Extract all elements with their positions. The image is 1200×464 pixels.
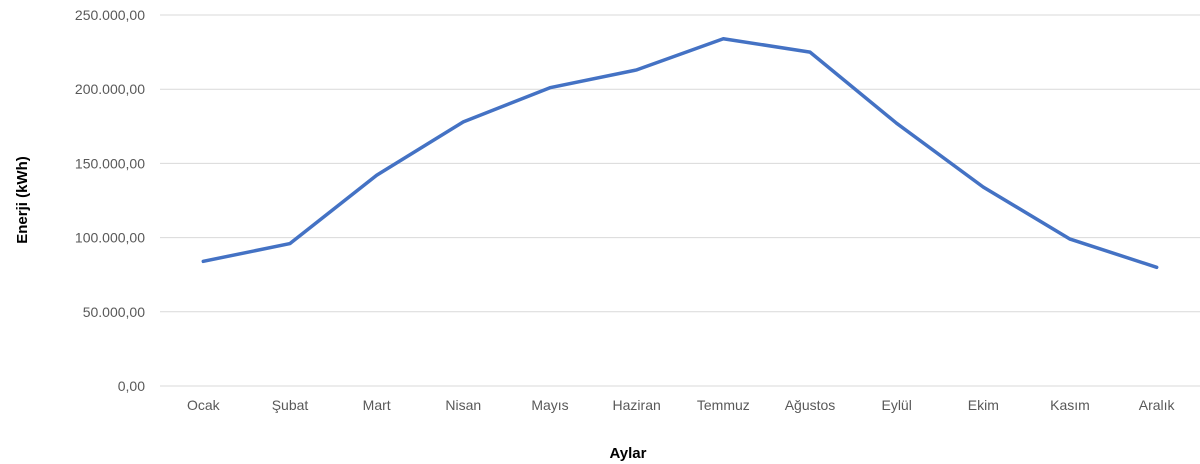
x-tick-label: Kasım [1050,397,1090,413]
data-point [1068,237,1072,241]
y-tick-label: 0,00 [118,378,145,394]
x-axis-ticks: Ocak Şubat Mart Nisan Mayıs Haziran Temmuz Ağus… [187,397,1176,413]
data-point [288,242,292,246]
series-layer [201,36,1159,270]
data-point [375,173,379,177]
x-tick-label: Nisan [445,397,481,413]
x-tick-label: Haziran [613,397,661,413]
y-tick-label: 50.000,00 [83,304,145,320]
y-axis-ticks: 0,00 50.000,00 100.000,00 150.000,00 200.000… [75,7,145,394]
x-tick-label: Mayıs [531,397,568,413]
y-tick-label: 200.000,00 [75,81,145,97]
x-tick-label: Eylül [881,397,911,413]
y-tick-label: 150.000,00 [75,155,145,171]
y-tick-label: 250.000,00 [75,7,145,23]
data-point [1155,265,1159,269]
series-line [201,36,1159,270]
data-point [895,121,899,125]
data-point [808,50,812,54]
x-tick-label: Mart [363,397,391,413]
x-axis-title: Aylar [610,445,647,462]
data-point [635,68,639,72]
gridlines [160,14,1200,387]
x-tick-label: Temmuz [697,397,750,413]
x-tick-label: Ağustos [785,397,836,413]
data-point [721,37,725,41]
y-tick-label: 100.000,00 [75,230,145,246]
y-axis-title: Enerji (kWh) [14,156,31,244]
x-tick-label: Şubat [272,397,309,413]
x-tick-label: Ekim [968,397,999,413]
data-point [548,86,552,90]
data-point [981,185,985,189]
x-tick-label: Aralık [1139,397,1176,413]
x-tick-label: Ocak [187,397,221,413]
data-point [461,120,465,124]
data-point [201,259,205,263]
